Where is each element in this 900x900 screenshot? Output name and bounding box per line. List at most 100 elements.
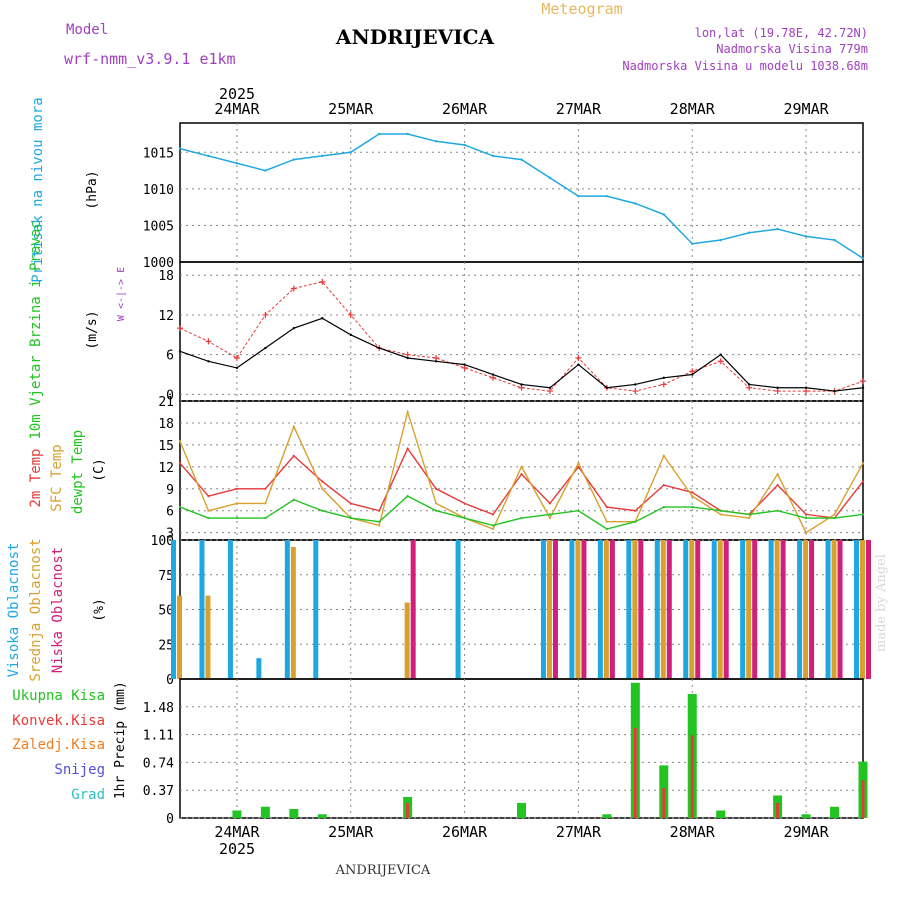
model-label: Model: [66, 22, 108, 38]
high-cloud-bar: [797, 540, 803, 679]
pressure-point: [178, 147, 182, 150]
wind-speed-point: [321, 317, 324, 320]
pressure-point: [463, 143, 466, 147]
y-tick-label: 15: [158, 439, 174, 454]
bottom-date-label: 29MAR: [784, 823, 830, 841]
dewpt-point: [491, 524, 495, 527]
low-cloud-bar: [752, 540, 758, 679]
y-tick-label: 0: [166, 673, 174, 688]
temp2m-point: [804, 513, 808, 516]
total-precip-bar: [260, 806, 270, 818]
sfc-temp-point: [776, 473, 779, 476]
temp2m-point: [178, 462, 182, 465]
sfc-temp-point: [378, 524, 381, 527]
mid-cloud-bar: [831, 540, 837, 679]
y-tick-label: 12: [158, 461, 174, 476]
top-date-label: 24MAR: [214, 100, 260, 118]
pressure-point: [634, 202, 637, 205]
low-cloud-label: Niska Oblacnost: [50, 547, 66, 673]
temp2m-point: [634, 509, 637, 512]
mid-cloud-bar: [717, 540, 723, 679]
sfc-temp-point: [235, 502, 239, 505]
low-cloud-bar: [780, 540, 786, 679]
year-top: 2025: [219, 85, 255, 103]
y-tick-label: 1005: [143, 219, 174, 234]
cloud-panel: Visoka Oblacnost Srednja Oblacnost Niska…: [6, 534, 871, 688]
y-tick-label: 6: [166, 505, 174, 520]
dewpt-point: [463, 516, 466, 520]
top-date-label: 25MAR: [328, 100, 374, 118]
pressure-point: [321, 154, 324, 158]
high-cloud-bar: [626, 540, 632, 679]
elevation-label: Nadmorska Visina 779m: [716, 42, 868, 56]
mid-cloud-bar: [632, 540, 638, 679]
convective-precip-bar: [662, 787, 666, 818]
dewpt-point: [207, 516, 210, 520]
wind-speed-point: [776, 386, 779, 389]
low-cloud-bar: [609, 540, 615, 679]
wind-speed-point: [662, 376, 665, 380]
pressure-point: [520, 158, 523, 161]
footer-station: ANDRIJEVICA: [335, 863, 431, 878]
gust-point: [233, 354, 240, 361]
snow-label: Snijeg: [54, 762, 105, 778]
sfc-temp-point: [605, 520, 608, 523]
frozen-label: Zaledj.Kisa: [12, 737, 105, 753]
convective-precip-bar: [861, 780, 865, 818]
wind-speed-point: [434, 360, 438, 363]
high-cloud-bar: [569, 540, 575, 679]
mid-cloud-bar: [177, 595, 182, 679]
panel-frame: [179, 261, 864, 402]
meteogram-title: Meteogram: [541, 0, 622, 18]
high-cloud-bar: [683, 540, 689, 679]
temp2m-point: [264, 487, 267, 490]
pressure-point: [207, 154, 210, 158]
mid-cloud-bar: [660, 540, 666, 679]
wind-speed-point: [463, 363, 466, 366]
pressure-point: [235, 162, 239, 165]
high-cloud-bar: [654, 540, 660, 679]
y-tick-label: 0: [166, 388, 174, 403]
sfc-temp-point: [264, 502, 267, 505]
y-tick-label: 12: [158, 309, 174, 324]
wind-speed-point: [207, 360, 210, 363]
bottom-date-label: 25MAR: [328, 823, 374, 841]
pressure-point: [378, 132, 381, 136]
total-precip-bar: [716, 810, 726, 818]
sfc-temp-point: [491, 527, 495, 531]
dewpt-point: [520, 516, 523, 520]
pressure-point: [548, 176, 552, 180]
dewpt-point: [634, 520, 637, 523]
pressure-point: [861, 257, 865, 260]
y-tick-label: 25: [158, 638, 174, 653]
graupel-label: Grad: [71, 787, 105, 803]
high-cloud-bar: [711, 540, 717, 679]
top-date-label: 29MAR: [784, 100, 830, 118]
precip-panel: Ukupna Kisa Konvek.Kisa Zaledj.Kisa Snij…: [12, 678, 868, 827]
convective-precip-bar: [406, 802, 410, 818]
wind-speed-point: [804, 386, 808, 389]
low-cloud-bar: [581, 540, 587, 679]
wind-compass: W <-|-> E: [116, 267, 127, 321]
temp2m-point: [378, 509, 381, 512]
low-cloud-bar: [809, 540, 815, 679]
dewpt-point: [719, 509, 722, 512]
high-cloud-bar: [825, 540, 831, 679]
pressure-point: [605, 194, 609, 198]
pressure-point: [776, 227, 779, 231]
dewpt-label: dewpt Temp: [70, 430, 86, 514]
sfc-temp-label: SFC Temp: [49, 444, 65, 511]
wind-speed-point: [747, 383, 751, 386]
total-precip-bar: [602, 814, 612, 818]
wind-speed-point: [178, 350, 182, 353]
top-date-label: 27MAR: [556, 100, 602, 118]
precip-unit: (mm): [113, 681, 128, 712]
y-tick-label: 18: [158, 417, 174, 432]
mid-cloud-bar: [205, 595, 211, 679]
high-cloud-label: Visoka Oblacnost: [6, 543, 22, 678]
temp2m-point: [776, 484, 779, 487]
dewpt-point: [861, 513, 865, 516]
pressure-point: [491, 154, 495, 158]
y-tick-label: 1015: [143, 146, 174, 161]
